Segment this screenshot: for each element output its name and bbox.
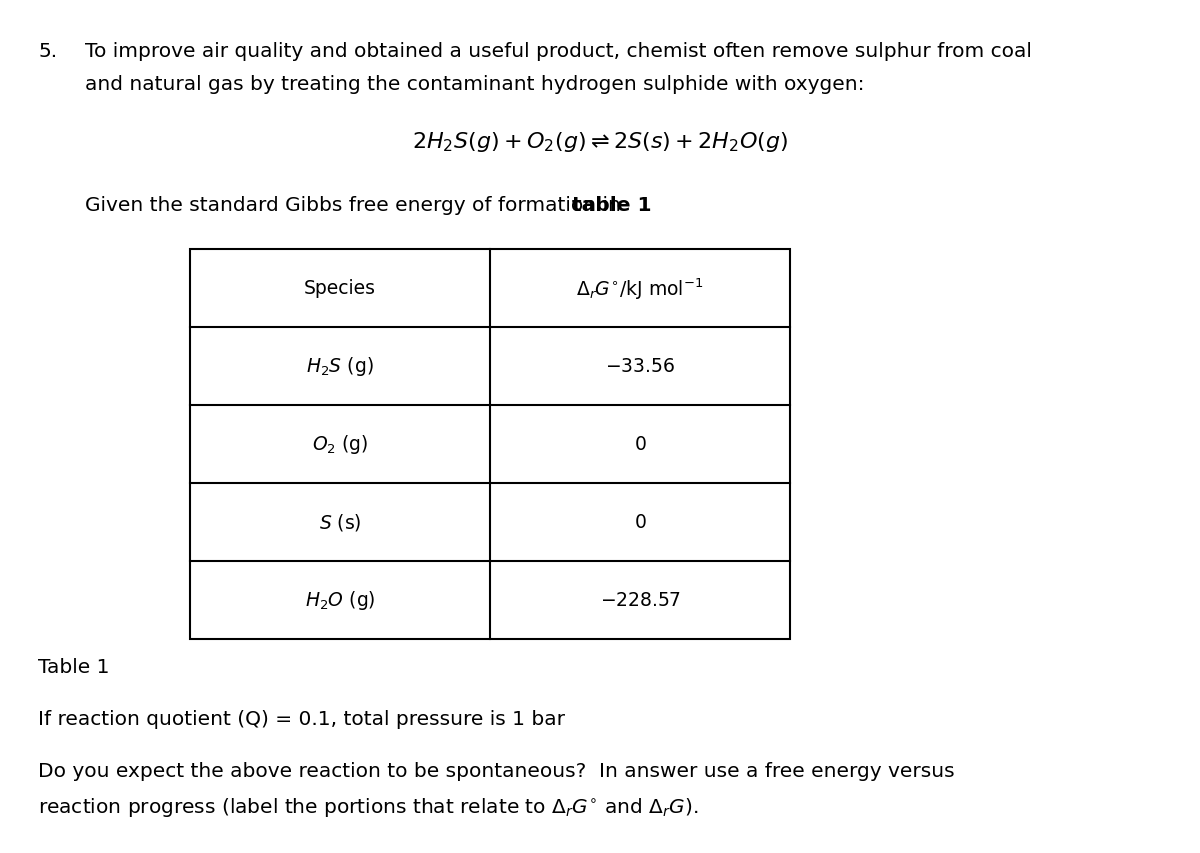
Text: $0$: $0$ — [634, 435, 647, 454]
Text: Given the standard Gibbs free energy of formation in: Given the standard Gibbs free energy of … — [85, 196, 628, 215]
Text: Table 1: Table 1 — [38, 657, 109, 676]
Text: $-33.56$: $-33.56$ — [605, 357, 676, 376]
Text: Do you expect the above reaction to be spontaneous?  In answer use a free energy: Do you expect the above reaction to be s… — [38, 761, 955, 780]
Text: $2H_2S(g) + O_2(g) \rightleftharpoons 2S(s) + 2H_2O(g)$: $2H_2S(g) + O_2(g) \rightleftharpoons 2S… — [412, 130, 788, 154]
Bar — [190, 250, 790, 639]
Text: reaction progress (label the portions that relate to $\Delta_r G^{\circ}$ and $\: reaction progress (label the portions th… — [38, 795, 698, 818]
Text: $O_2$ (g): $O_2$ (g) — [312, 433, 368, 456]
Text: table 1: table 1 — [572, 196, 652, 215]
Text: Species: Species — [304, 279, 376, 299]
Text: and natural gas by treating the contaminant hydrogen sulphide with oxygen:: and natural gas by treating the contamin… — [85, 75, 864, 94]
Text: $S$ (s): $S$ (s) — [319, 512, 361, 533]
Text: If reaction quotient (Q) = 0.1, total pressure is 1 bar: If reaction quotient (Q) = 0.1, total pr… — [38, 709, 565, 728]
Text: $H_2S$ (g): $H_2S$ (g) — [306, 355, 374, 378]
Text: $\Delta_r G^{\circ}$/kJ mol$^{-1}$: $\Delta_r G^{\circ}$/kJ mol$^{-1}$ — [576, 276, 703, 301]
Text: To improve air quality and obtained a useful product, chemist often remove sulph: To improve air quality and obtained a us… — [85, 42, 1032, 61]
Text: 5.: 5. — [38, 42, 58, 61]
Text: $H_2O$ (g): $H_2O$ (g) — [305, 589, 376, 612]
Text: $-228.57$: $-228.57$ — [600, 591, 680, 610]
Text: $0$: $0$ — [634, 513, 647, 532]
